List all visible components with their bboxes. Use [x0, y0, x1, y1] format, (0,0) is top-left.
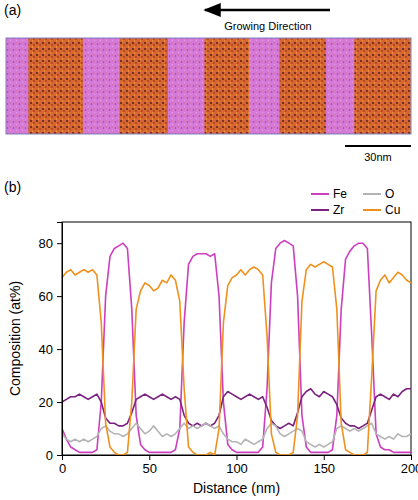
x-tick-mark: [237, 455, 238, 460]
plot-frame: [62, 222, 411, 455]
series-line: [62, 389, 411, 429]
figure: (a)Growing Direction30nm(b)0501001502000…: [0, 0, 418, 500]
x-tick-label: 50: [143, 461, 157, 476]
y-tick-label: 40: [39, 342, 53, 357]
x-tick: 50: [143, 455, 157, 476]
legend-swatch: [311, 193, 329, 195]
y-tick-label: 20: [39, 395, 53, 410]
atom-map-frame: [6, 38, 411, 134]
y-tick: 80: [39, 236, 62, 251]
x-tick-mark: [149, 455, 150, 460]
legend-swatch: [363, 209, 381, 211]
panel-label: (b): [4, 179, 21, 195]
x-tick-mark: [411, 455, 412, 460]
x-tick-label: 150: [313, 461, 335, 476]
scale-bar-label: 30nm: [364, 151, 392, 163]
panel-b: (b) 0 50 100 150 200 0 20 40 60 80 Distance (nm) Com…: [4, 179, 418, 496]
y-tick-mark: [57, 455, 62, 456]
arrow-label: Growing Direction: [224, 20, 311, 32]
y-tick: 20: [39, 395, 62, 410]
legend-label: Fe: [333, 187, 347, 201]
x-tick: 100: [226, 455, 248, 476]
y-tick-label: 0: [46, 448, 53, 463]
x-tick-label: 0: [59, 461, 66, 476]
legend: Fe Zr O Cu: [311, 187, 400, 217]
y-tick: 40: [39, 342, 62, 357]
legend-label: Cu: [385, 203, 400, 217]
legend-swatch: [311, 209, 329, 211]
atom-map: [6, 38, 411, 134]
panel-a: (a) Growing Direction 30nm: [4, 2, 411, 163]
fe-rich-band: [326, 38, 354, 134]
x-tick: 0: [59, 455, 66, 476]
y-axis: 0 20 40 60 80: [39, 223, 63, 463]
x-tick-label: 100: [226, 461, 248, 476]
x-axis-line: [63, 456, 412, 461]
fe-rich-band: [168, 38, 204, 134]
fe-rich-band: [83, 38, 119, 134]
x-tick: 150: [313, 455, 335, 476]
series-line: [62, 241, 411, 453]
x-tick: 200: [401, 455, 418, 476]
y-tick-label: 60: [39, 289, 53, 304]
panel-label: (a): [4, 2, 21, 18]
legend-label: O: [385, 187, 394, 201]
series-line: [62, 423, 411, 447]
y-tick-label: 80: [39, 236, 53, 251]
x-tick-mark: [324, 455, 325, 460]
legend-swatch: [363, 193, 381, 195]
y-tick: 60: [39, 289, 62, 304]
y-axis-title: Composition (at%): [7, 281, 23, 396]
fe-rich-band: [6, 38, 28, 134]
y-tick: 0: [46, 448, 62, 463]
y-tick-mark: [57, 296, 62, 297]
x-axis-title: Distance (nm): [193, 480, 280, 496]
fe-rich-band: [249, 38, 279, 134]
x-tick-label: 200: [401, 461, 418, 476]
y-tick-mark: [57, 349, 62, 350]
arrow: [205, 9, 330, 12]
scale-bar: [345, 145, 411, 147]
series-line: [62, 262, 411, 455]
legend-label: Zr: [333, 203, 344, 217]
x-axis: 0 50 100 150 200: [59, 455, 418, 476]
y-tick-mark: [57, 402, 62, 403]
lines: [62, 241, 411, 455]
y-tick-mark: [57, 243, 62, 244]
y-axis-line: [57, 223, 63, 456]
